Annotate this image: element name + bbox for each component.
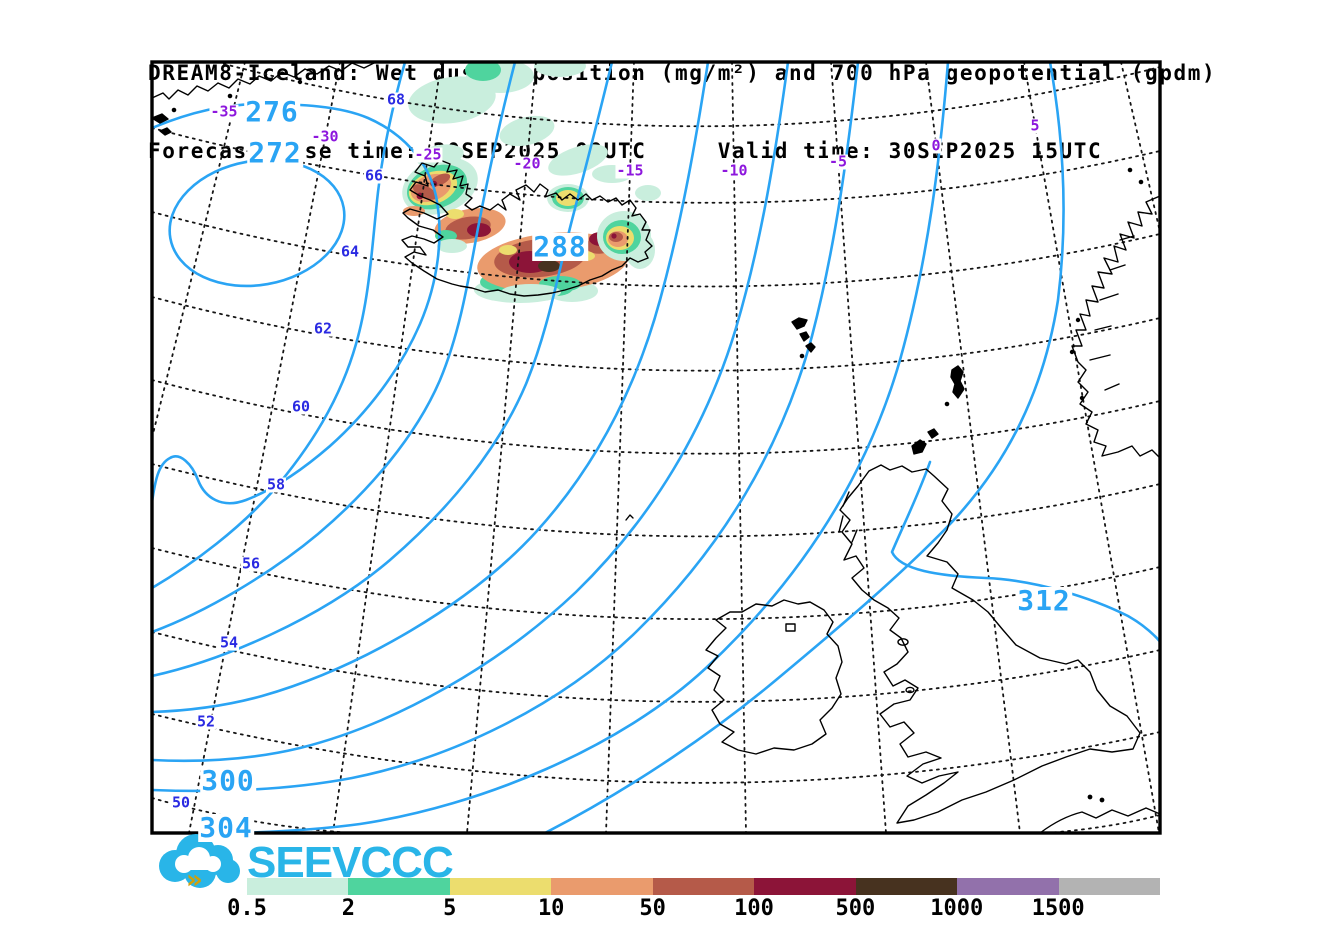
greenland-coast bbox=[152, 62, 377, 136]
colorbar-tick: 1000 bbox=[930, 896, 984, 921]
seevccc-logo-icon[interactable]: » bbox=[159, 834, 240, 895]
faroe-islands-coast bbox=[791, 317, 816, 359]
geopotential-contours bbox=[152, 62, 1160, 833]
contour-288 bbox=[152, 62, 614, 678]
longitude-label: -25 bbox=[413, 145, 443, 164]
latitude-label: 50 bbox=[170, 793, 192, 812]
contour-308 bbox=[543, 62, 1065, 833]
longitude-label: -15 bbox=[615, 161, 645, 180]
deposition-colorbar-ticks: 0.5 2 5 10 50 100 500 1000 1500 bbox=[227, 896, 1160, 922]
colorbar-tick: 10 bbox=[537, 896, 565, 921]
graticule bbox=[152, 62, 1160, 833]
map-frame bbox=[150, 60, 1162, 835]
contour-292 bbox=[152, 62, 710, 714]
latitude-label: 60 bbox=[290, 397, 312, 416]
colorbar-tick: 1500 bbox=[1031, 896, 1085, 921]
longitude-label: -35 bbox=[209, 102, 239, 121]
colorbar-segment bbox=[855, 878, 958, 895]
colorbar-tick: 2 bbox=[341, 896, 356, 921]
norway-coast bbox=[1069, 167, 1160, 459]
contour-label: 300 bbox=[200, 764, 256, 797]
contour-304 bbox=[233, 62, 950, 833]
contour-312 bbox=[890, 460, 1160, 644]
contour-276 bbox=[152, 102, 441, 505]
deposition-colorbar bbox=[247, 878, 1160, 895]
ireland-coast bbox=[705, 599, 843, 755]
contour-272 bbox=[168, 158, 346, 288]
latitude-label: 56 bbox=[240, 554, 262, 573]
great-britain-coast bbox=[838, 464, 1141, 824]
colorbar-segment bbox=[348, 878, 450, 895]
latitude-label: 64 bbox=[339, 242, 361, 261]
france-brittany-coast bbox=[1039, 794, 1160, 833]
logo-arrow-icon: » bbox=[186, 865, 203, 895]
contour-280 bbox=[152, 62, 407, 590]
colorbar-tick: 100 bbox=[734, 896, 774, 921]
colorbar-tick: 5 bbox=[443, 896, 457, 921]
colorbar-tick: 50 bbox=[639, 896, 666, 921]
longitude-label: 5 bbox=[1029, 116, 1041, 135]
latitude-label: 58 bbox=[265, 475, 287, 494]
latitude-label: 66 bbox=[363, 166, 385, 185]
contour-label: 304 bbox=[198, 811, 254, 844]
rockall-islet bbox=[625, 514, 634, 521]
latitude-label: 54 bbox=[218, 633, 240, 652]
lough-neagh bbox=[785, 623, 796, 632]
contour-284 bbox=[152, 62, 517, 634]
colorbar-segment bbox=[754, 878, 856, 895]
colorbar-segment bbox=[551, 878, 653, 895]
latitude-label: 62 bbox=[312, 319, 334, 338]
latitude-label: 52 bbox=[195, 712, 217, 731]
anglesey-coast bbox=[905, 686, 915, 694]
longitude-label: -10 bbox=[719, 161, 749, 180]
contour-296 bbox=[152, 62, 790, 763]
colorbar-segment bbox=[247, 878, 349, 895]
colorbar-segment bbox=[1058, 878, 1160, 895]
shetland-coast bbox=[944, 365, 965, 407]
longitude-label: -30 bbox=[310, 127, 340, 146]
colorbar-segment bbox=[652, 878, 755, 895]
contour-label: 312 bbox=[1016, 584, 1072, 617]
isle-of-man-coast bbox=[897, 638, 909, 646]
hebrides-coast bbox=[838, 491, 858, 543]
colorbar-segment bbox=[957, 878, 1059, 895]
orkney-coast bbox=[911, 428, 939, 455]
colorbar-tick: 500 bbox=[835, 896, 876, 921]
contour-300 bbox=[152, 62, 860, 793]
contour-label: 288 bbox=[532, 230, 588, 263]
colorbar-segment bbox=[449, 878, 552, 895]
latitude-label: 68 bbox=[385, 90, 407, 109]
colorbar-tick: 0.5 bbox=[227, 896, 267, 921]
contour-label: 276 bbox=[244, 95, 300, 128]
longitude-label: -5 bbox=[827, 152, 849, 171]
longitude-label: -20 bbox=[512, 154, 542, 173]
longitude-label: 0 bbox=[930, 136, 942, 155]
contour-label: 272 bbox=[247, 136, 303, 169]
iceland-coast bbox=[401, 159, 653, 297]
